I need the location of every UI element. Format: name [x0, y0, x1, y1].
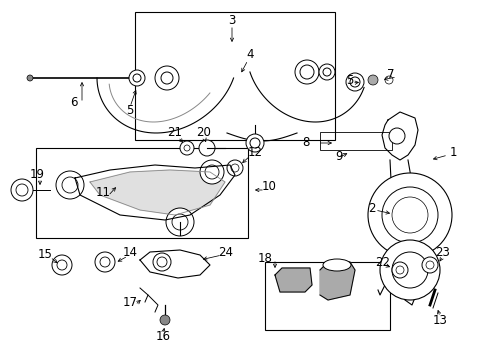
Circle shape: [367, 173, 451, 257]
Circle shape: [346, 73, 363, 91]
Circle shape: [153, 253, 171, 271]
Bar: [264, 262, 389, 330]
Text: 13: 13: [432, 314, 447, 327]
Circle shape: [294, 60, 318, 84]
Text: 21: 21: [167, 126, 182, 139]
Circle shape: [129, 70, 145, 86]
Circle shape: [27, 75, 33, 81]
Circle shape: [52, 255, 72, 275]
Text: 22: 22: [374, 256, 389, 269]
Text: 17: 17: [122, 296, 137, 309]
Circle shape: [245, 134, 264, 152]
Circle shape: [421, 257, 437, 273]
Text: 12: 12: [247, 147, 263, 159]
Text: 15: 15: [38, 248, 53, 261]
Bar: [319, 132, 391, 150]
Ellipse shape: [323, 259, 350, 271]
Circle shape: [165, 208, 194, 236]
Circle shape: [391, 262, 407, 278]
Text: 18: 18: [258, 252, 272, 266]
Circle shape: [226, 160, 243, 176]
Polygon shape: [90, 170, 224, 215]
Circle shape: [318, 64, 334, 80]
Polygon shape: [319, 262, 354, 300]
Circle shape: [199, 140, 215, 156]
Text: 23: 23: [435, 247, 449, 260]
Text: 6: 6: [70, 96, 78, 109]
Circle shape: [95, 252, 115, 272]
Circle shape: [11, 179, 33, 201]
Bar: [135, 12, 334, 140]
Text: 16: 16: [155, 330, 170, 343]
Text: 9: 9: [334, 149, 342, 162]
Text: 5: 5: [346, 73, 353, 86]
Circle shape: [200, 160, 224, 184]
Circle shape: [391, 252, 427, 288]
Circle shape: [155, 66, 179, 90]
Circle shape: [367, 75, 377, 85]
Circle shape: [56, 171, 84, 199]
Text: 1: 1: [449, 145, 457, 158]
Text: 2: 2: [367, 202, 375, 215]
Circle shape: [379, 240, 439, 300]
Text: 10: 10: [262, 180, 276, 194]
Text: 5: 5: [126, 104, 133, 117]
Circle shape: [381, 187, 437, 243]
Circle shape: [180, 141, 194, 155]
Text: 8: 8: [302, 136, 309, 149]
Text: 19: 19: [30, 168, 45, 181]
Text: 7: 7: [386, 68, 394, 81]
Text: 3: 3: [228, 13, 235, 27]
Circle shape: [388, 128, 404, 144]
Text: 24: 24: [218, 246, 232, 258]
Bar: [36, 148, 247, 238]
Text: 11: 11: [95, 186, 110, 199]
Text: 14: 14: [123, 247, 138, 260]
Circle shape: [160, 315, 170, 325]
Text: 4: 4: [245, 49, 253, 62]
Text: 20: 20: [196, 126, 211, 139]
Polygon shape: [274, 268, 311, 292]
